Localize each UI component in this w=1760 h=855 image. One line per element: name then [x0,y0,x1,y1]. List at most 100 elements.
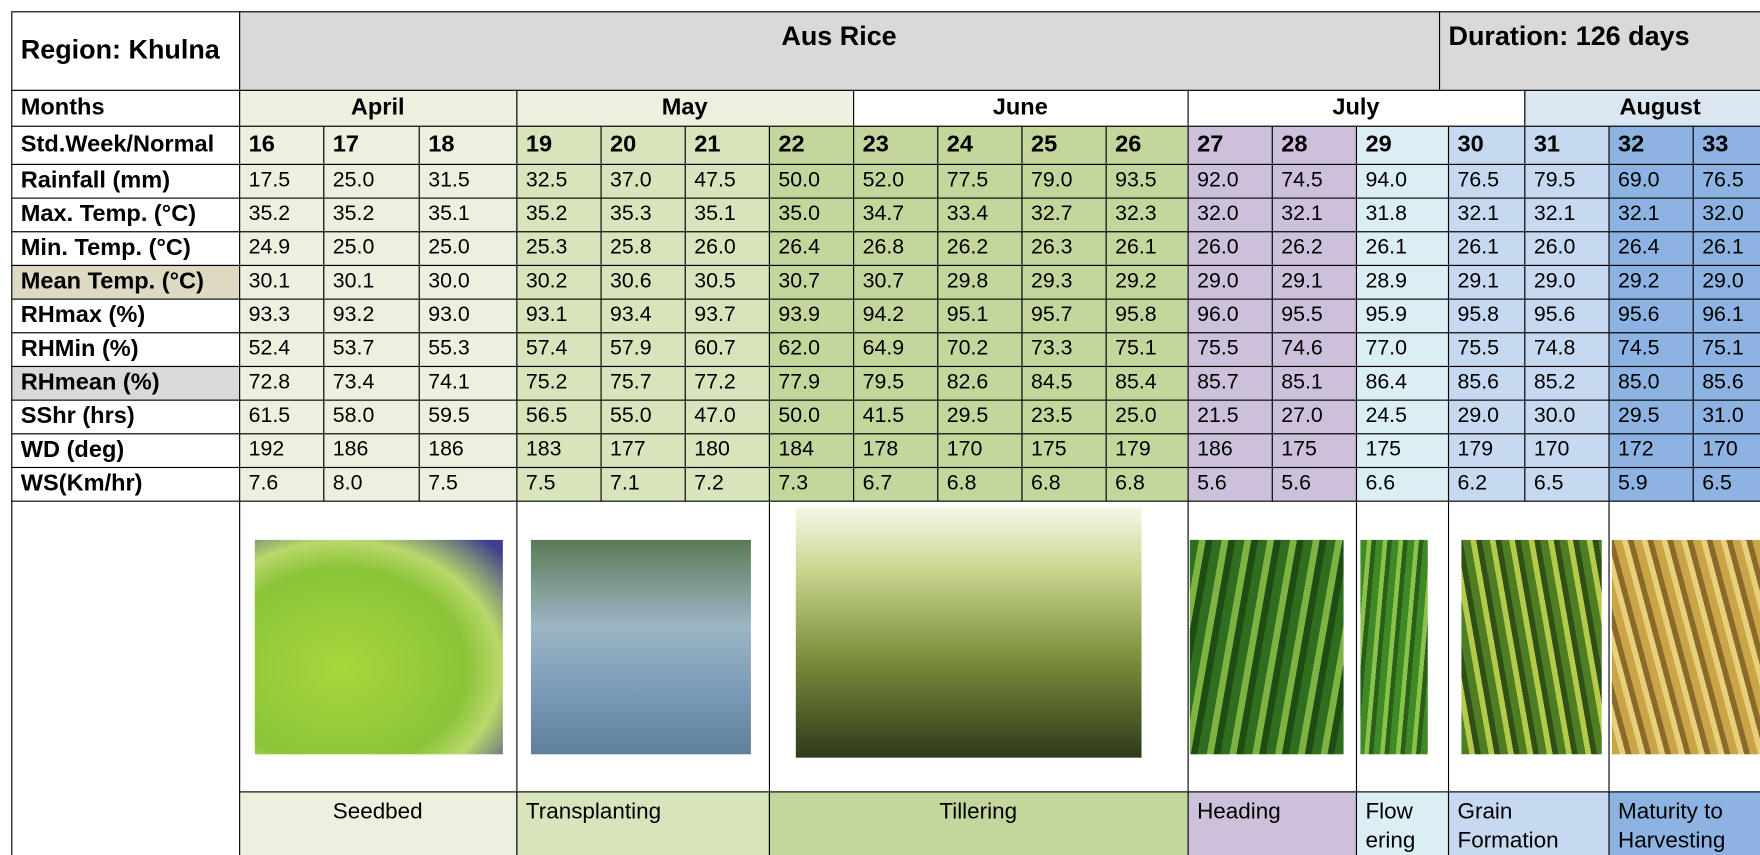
region: Region: Khulna [10,10,240,91]
data-cell: 56.5 [515,399,602,434]
data-cell: 86.4 [1355,365,1449,401]
data-cell: 55.3 [418,331,517,367]
data-cell: 35.0 [768,196,854,232]
data-cell: 35.2 [322,196,420,232]
week-number: 32 [1607,125,1694,165]
data-cell: 180 [684,432,770,468]
data-cell: 6.5 [1523,466,1610,502]
row-label: Rainfall (mm) [10,163,240,199]
data-cell: 37.0 [599,163,686,199]
data-cell: 26.1 [1692,230,1760,266]
data-cell: 6.8 [1105,466,1189,502]
data-cell: 186 [1186,432,1273,468]
row-label: RHmax (%) [10,298,240,333]
data-cell: 50.0 [768,163,854,199]
data-cell: 95.6 [1523,298,1610,333]
data-cell: 186 [418,432,517,468]
data-cell: 75.1 [1692,331,1760,367]
data-cell: 47.0 [684,399,770,434]
stage-label: Transplanting [515,790,770,855]
data-cell: 72.8 [238,365,324,401]
data-cell: 29.5 [936,399,1022,434]
week-number: 18 [418,125,517,165]
week-number: 29 [1355,125,1449,165]
data-cell: 74.5 [1271,163,1357,199]
data-cell: 58.0 [322,399,420,434]
data-cell: 31.0 [1692,399,1760,434]
data-cell: 175 [1271,432,1357,468]
flowering-photo [1360,539,1428,755]
data-cell: 35.1 [684,196,770,232]
data-cell: 30.7 [768,264,854,300]
data-cell: 5.6 [1186,466,1273,502]
data-cell: 27.0 [1271,399,1357,434]
data-cell: 175 [1020,432,1107,468]
data-cell: 29.0 [1523,264,1610,300]
data-cell: 29.0 [1186,264,1273,300]
row-label: Months [10,89,240,127]
row-label: SShr (hrs) [10,399,240,434]
row-label: WD (deg) [10,432,240,468]
data-cell: 29.5 [1607,399,1694,434]
data-cell: 170 [936,432,1022,468]
row-label: Max. Temp. (°C) [10,196,240,232]
data-cell: 29.0 [1447,399,1525,434]
data-cell: 26.4 [1607,230,1694,266]
data-cell: 77.5 [936,163,1022,199]
data-cell: 47.5 [684,163,770,199]
stage-label: Flow ering [1355,790,1449,855]
stage-label: Maturity to Harvesting [1607,790,1760,855]
data-cell: 95.8 [1447,298,1525,333]
data-cell: 85.2 [1523,365,1610,401]
data-cell: 7.5 [515,466,602,502]
data-cell: 93.1 [515,298,602,333]
divider [1608,500,1610,855]
stage-label: Grain Formation [1447,790,1610,855]
stage-label: Tillering [768,790,1189,855]
grain-photo [1461,539,1602,755]
data-cell: 77.0 [1355,331,1449,367]
data-cell: 94.2 [852,298,938,333]
data-cell: 95.9 [1355,298,1449,333]
data-cell: 25.8 [599,230,686,266]
data-cell: 6.6 [1355,466,1449,502]
data-cell: 74.8 [1523,331,1610,367]
data-cell: 179 [1105,432,1189,468]
divider [516,500,518,855]
data-cell: 69.0 [1607,163,1694,199]
data-cell: 26.2 [1271,230,1357,266]
data-cell: 92.0 [1186,163,1273,199]
data-cell: 31.5 [418,163,517,199]
data-cell: 32.1 [1447,196,1525,232]
data-cell: 8.0 [322,466,420,502]
divider [768,500,771,855]
data-cell: 62.0 [768,331,854,367]
data-cell: 85.0 [1607,365,1694,401]
data-cell: 25.0 [418,230,517,266]
data-cell: 53.7 [322,331,420,367]
month-header: June [852,89,1189,127]
data-cell: 175 [1355,432,1449,468]
week-number: 30 [1447,125,1525,165]
data-cell: 52.4 [238,331,324,367]
data-cell: 76.5 [1692,163,1760,199]
data-cell: 94.0 [1355,163,1449,199]
data-cell: 96.1 [1692,298,1760,333]
data-cell: 84.5 [1020,365,1107,401]
data-cell: 77.9 [768,365,854,401]
data-cell: 178 [852,432,938,468]
data-cell: 30.1 [238,264,324,300]
week-number: 19 [515,125,602,165]
data-cell: 24.9 [238,230,324,266]
data-cell: 179 [1447,432,1525,468]
data-cell: 85.7 [1186,365,1273,401]
data-cell: 61.5 [238,399,324,434]
data-cell: 26.4 [768,230,854,266]
data-cell: 30.2 [515,264,602,300]
data-cell: 76.5 [1447,163,1525,199]
data-cell: 30.0 [1523,399,1610,434]
data-cell: 26.3 [1020,230,1107,266]
data-cell: 7.5 [418,466,517,502]
